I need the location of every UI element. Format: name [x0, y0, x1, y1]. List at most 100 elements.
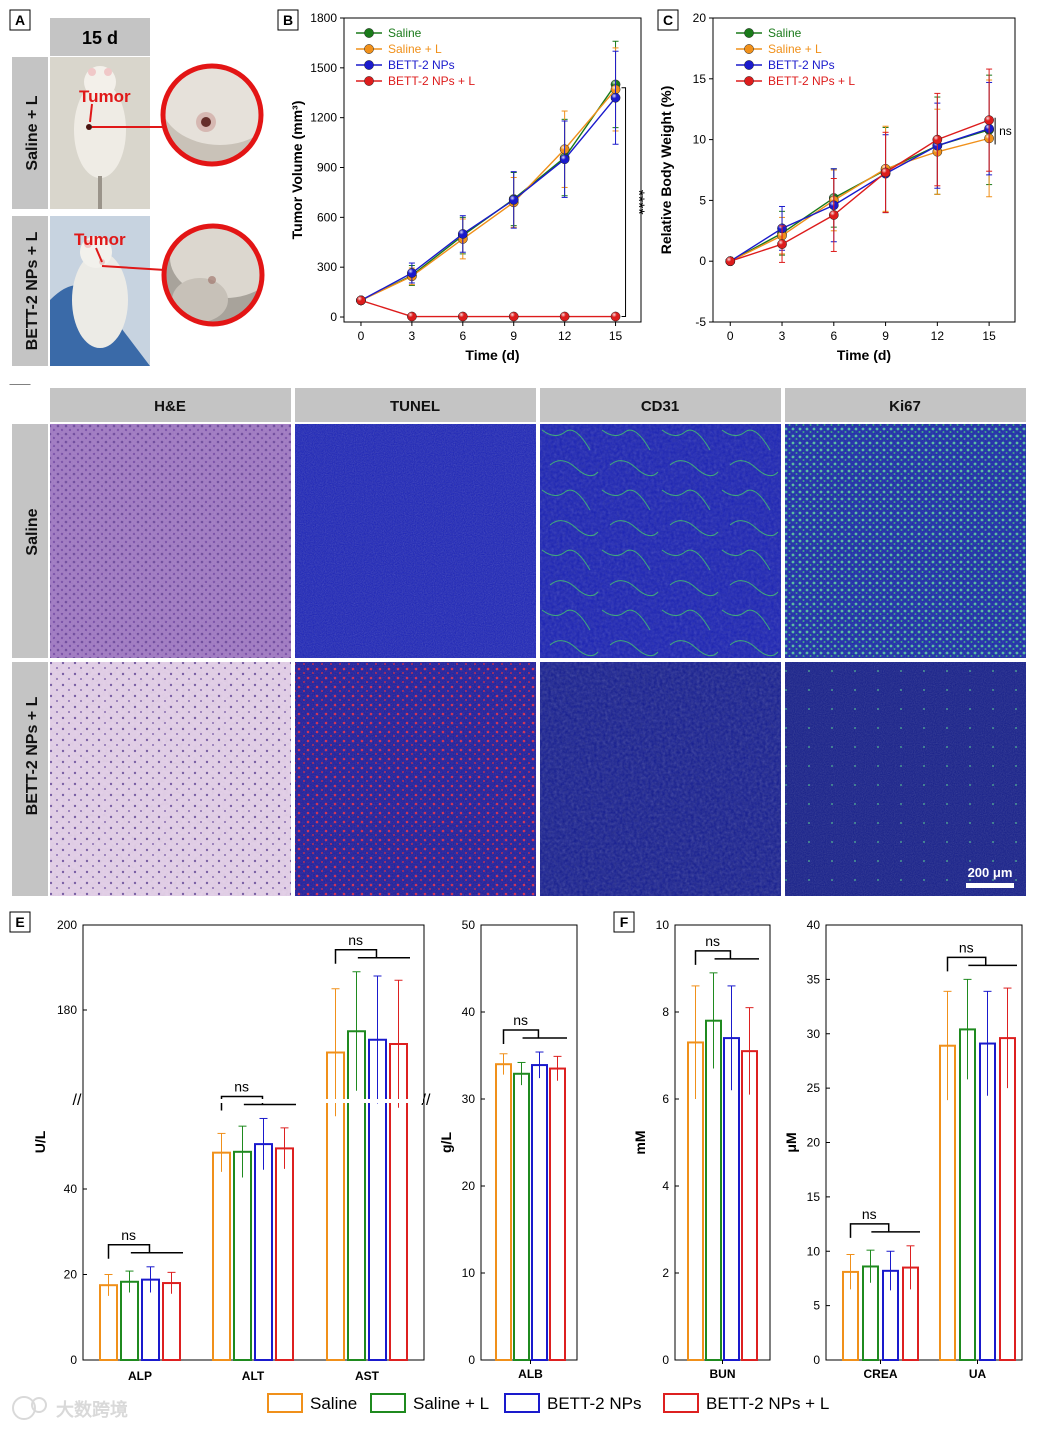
axis-break-right: // — [422, 1092, 431, 1109]
significance-ns: ns — [513, 1012, 528, 1028]
y-tick-label: 10 — [656, 918, 670, 932]
axis-break-gap — [84, 1099, 423, 1103]
y-tick-label: 15 — [693, 72, 707, 86]
y-axis-title: Tumor Volume (mm³) — [289, 101, 305, 240]
image-he-bett-l — [50, 662, 291, 896]
bar — [254, 1143, 273, 1362]
series-line-saline_l — [360, 88, 617, 302]
y-tick-label: 30 — [807, 1027, 821, 1041]
x-axis-title: Time (d) — [837, 347, 891, 363]
y-tick-label: 0 — [813, 1353, 820, 1367]
x-category-label: ALP — [128, 1369, 152, 1383]
y-tick-label: 40 — [462, 1005, 476, 1019]
panel-a: 15 d Saline + L BETT-2 NPs + L Tumor — [12, 18, 265, 366]
significance-bracket — [621, 87, 627, 318]
significance-ns: ns — [348, 932, 363, 948]
legend-marker — [744, 28, 754, 38]
series-line-bett — [729, 127, 990, 262]
x-tick-label: 9 — [882, 329, 889, 343]
plot-frame — [674, 924, 771, 1361]
y-tick-label: 40 — [807, 918, 821, 932]
x-tick-label: 15 — [609, 329, 623, 343]
col-header-cd31: CD31 — [641, 398, 679, 415]
data-point-highlight — [458, 311, 468, 322]
y-tick-label: 10 — [462, 1266, 476, 1280]
y-tick-label: 35 — [807, 972, 821, 986]
x-tick-label: 15 — [982, 329, 996, 343]
bar-lower — [389, 1103, 408, 1361]
x-tick-label: 6 — [830, 329, 837, 343]
row-label-d-bett-l: BETT-2 NPs + L — [24, 696, 41, 815]
image-ki67-bett-l — [785, 662, 1026, 896]
data-point-highlight — [356, 295, 366, 306]
y-axis-title: Relative Body Weight (%) — [658, 86, 674, 255]
y-tick-label: 30 — [462, 1092, 476, 1106]
image-cd31-bett-l — [540, 662, 781, 896]
bar — [120, 1280, 139, 1361]
time-header-bg — [50, 18, 150, 56]
y-axis-title: U/L — [32, 1130, 48, 1153]
x-category-label: BUN — [710, 1367, 736, 1381]
y-tick-label: 50 — [462, 918, 476, 932]
plot-frame — [825, 924, 1023, 1361]
series-line-saline — [360, 84, 617, 302]
y-tick-label: 5 — [813, 1299, 820, 1313]
series-line-bett_l — [730, 119, 990, 262]
legend-marker — [364, 60, 374, 70]
plot-frame — [343, 17, 642, 323]
y-tick-label: 200 — [57, 918, 77, 932]
y-tick-label: 0 — [662, 1353, 669, 1367]
legend-label: BETT-2 NPs — [547, 1394, 641, 1413]
bar-lower — [368, 1103, 387, 1361]
col-header-tunel: TUNEL — [390, 398, 440, 415]
significance-ns: ns — [862, 1206, 877, 1222]
y-tick-label: 0 — [699, 254, 706, 268]
x-category-label: CREA — [863, 1367, 897, 1381]
y-tick-label: 1500 — [310, 61, 337, 75]
legend-swatch — [663, 1393, 699, 1413]
significance-ns: ns — [959, 939, 974, 955]
data-point-highlight — [984, 115, 994, 125]
legend-label: Saline — [310, 1394, 357, 1413]
legend-label-bett_l: BETT-2 NPs + L — [388, 74, 475, 88]
chart-f-bun: 0 2 4 6 8 10 mM BUN ns — [632, 918, 771, 1381]
row-label-saline-l: Saline + L — [24, 95, 41, 170]
plot-frame-low — [82, 1095, 425, 1361]
data-point-highlight — [777, 239, 787, 249]
y-tick-label: -5 — [695, 315, 706, 329]
y-tick-label: 0 — [70, 1353, 77, 1367]
panel-label-e: E — [15, 914, 24, 930]
x-category-label: ALT — [242, 1369, 265, 1383]
series-line-bett_l — [360, 299, 616, 318]
legend-marker — [364, 44, 374, 54]
data-point-highlight — [560, 311, 570, 322]
data-point-highlight — [560, 154, 570, 164]
x-tick-label: 12 — [558, 329, 572, 343]
legend-marker — [364, 76, 374, 86]
significance-bracket — [946, 956, 987, 972]
row-label-bett-l: BETT-2 NPs + L — [24, 231, 41, 350]
bar — [162, 1282, 181, 1362]
image-he-saline — [50, 424, 291, 658]
bar — [495, 1063, 512, 1361]
data-point-highlight — [407, 311, 417, 322]
y-tick-label: 180 — [57, 1003, 77, 1017]
legend-label: BETT-2 NPs + L — [706, 1394, 829, 1413]
mouse-photo-bett-l — [50, 216, 150, 366]
y-tick-label: 1800 — [310, 11, 337, 25]
bar — [212, 1151, 231, 1361]
bar-legend: Saline Saline + L BETT-2 NPs BETT-2 NPs + L — [267, 1393, 829, 1413]
significance-stars: **** — [630, 190, 647, 215]
data-point-highlight — [610, 93, 621, 103]
x-tick-label: 9 — [510, 329, 517, 343]
y-axis-title: μM — [783, 1132, 799, 1152]
x-category-label: ALB — [518, 1367, 543, 1381]
chart-f-crea-ua: 0 5 10 15 20 25 30 35 40 μM CREA ns UA ns — [783, 918, 1023, 1381]
x-tick-label: 3 — [779, 329, 786, 343]
y-tick-label: 5 — [699, 193, 706, 207]
image-tunel-saline — [295, 424, 536, 658]
x-tick-label: 3 — [409, 329, 416, 343]
series-line-bett — [360, 97, 617, 302]
significance-bracket — [107, 1244, 151, 1259]
